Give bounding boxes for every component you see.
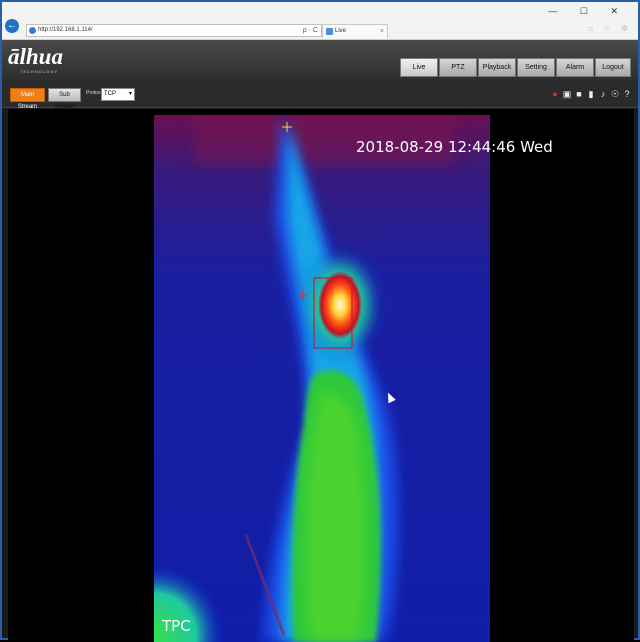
nav-playback[interactable]: Playback <box>478 58 516 77</box>
browser-toolbar-icons[interactable]: ⌂ ☆ ⚙ <box>588 24 632 33</box>
main-stream-button[interactable]: Main Stream <box>10 88 45 110</box>
nav-setting[interactable]: Setting <box>517 58 555 77</box>
record-icon[interactable]: ● <box>552 89 558 99</box>
tab-close-icon[interactable]: × <box>379 28 384 35</box>
microphone-icon[interactable]: ☉ <box>610 89 620 99</box>
back-arrow-icon[interactable]: ← <box>5 19 19 33</box>
chevron-down-icon: ▾ <box>128 91 132 97</box>
toolbar-icons: ● ▣ ■ ▮ ♪ ☉ ? <box>548 88 632 100</box>
address-bar[interactable]: http://192.168.1.114/ ρ · C <box>26 24 322 37</box>
address-text: http://192.168.1.114/ <box>38 27 93 33</box>
video-icon[interactable]: ▮ <box>588 89 594 99</box>
address-tools[interactable]: ρ · C <box>302 27 318 34</box>
logo-subtitle: TECHNOLOGY <box>20 69 59 74</box>
protocol-label: Protocol <box>86 90 105 96</box>
tab-favicon-icon <box>326 28 333 35</box>
sub-stream-button[interactable]: Sub Stream <box>48 88 81 110</box>
browser-tab-live[interactable]: Live × <box>322 24 388 38</box>
window-controls[interactable]: — ☐ ✕ <box>548 6 628 16</box>
audio-icon[interactable]: ♪ <box>600 89 606 99</box>
app-header: ālhua TECHNOLOGY Live PTZ Playback Sett… <box>2 40 638 80</box>
video-timestamp: 2018-08-29 12:44:46 Wed <box>356 138 553 156</box>
browser-chrome: ← http://192.168.1.114/ ρ · C Live × — ☐… <box>2 2 638 40</box>
protocol-value: TCP <box>104 91 116 97</box>
tab-title: Live <box>335 28 347 34</box>
snapshot-icon[interactable]: ▣ <box>562 89 572 99</box>
nav-alarm[interactable]: Alarm <box>556 58 594 77</box>
osd-channel-label: TPC <box>162 617 191 635</box>
help-icon[interactable]: ? <box>624 89 630 99</box>
site-favicon-icon <box>29 27 36 34</box>
dahua-logo: ālhua <box>8 44 63 69</box>
nav-ptz[interactable]: PTZ <box>439 58 477 77</box>
thermal-video-frame[interactable] <box>154 115 490 642</box>
nav-live[interactable]: Live <box>400 58 438 77</box>
camera-icon[interactable]: ■ <box>576 89 582 99</box>
nav-logout[interactable]: Logout <box>595 58 631 77</box>
thermal-image <box>154 115 490 642</box>
live-toolbar: Main Stream Sub Stream Protocol TCP ▾ ● … <box>2 80 638 110</box>
protocol-select[interactable]: TCP ▾ <box>101 88 135 101</box>
main-nav: Live PTZ Playback Setting Alarm Logout <box>400 58 632 77</box>
